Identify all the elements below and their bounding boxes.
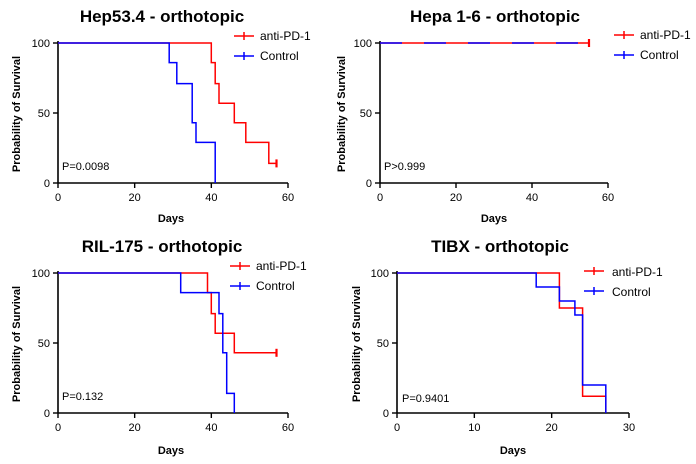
y-tick-label: 0 <box>44 408 50 420</box>
x-tick-label: 20 <box>129 192 141 204</box>
y-tick-label: 50 <box>377 338 389 350</box>
chart-title: Hepa 1-6 - orthotopic <box>410 7 580 26</box>
series-anti-pd-1-line <box>58 272 277 354</box>
y-axis-label: Probability of Survival <box>336 56 348 172</box>
x-tick-label: 40 <box>205 192 217 204</box>
legend: anti-PD-1 Control <box>584 265 663 299</box>
legend-control-label: Control <box>256 279 295 293</box>
y-tick-label: 0 <box>44 178 50 190</box>
y-tick-label: 0 <box>366 178 372 190</box>
x-tick-label: 0 <box>55 192 61 204</box>
p-value-label: P>0.999 <box>384 161 425 173</box>
legend: anti-PD-1 Control <box>234 29 311 63</box>
x-tick-label: 60 <box>282 192 294 204</box>
p-value-label: P=0.0098 <box>62 161 109 173</box>
x-tick-label: 10 <box>468 422 480 434</box>
x-tick-label: 30 <box>623 422 635 434</box>
legend-anti-pd1-label: anti-PD-1 <box>256 259 307 273</box>
x-tick-label: 0 <box>55 422 61 434</box>
x-axis-label: Days <box>158 213 184 225</box>
x-tick-label: 60 <box>602 192 614 204</box>
axes: 0 50 100 0 20 40 60 <box>32 268 294 434</box>
y-tick-label: 100 <box>32 268 50 280</box>
p-value-label: P=0.9401 <box>402 393 449 405</box>
legend-control-label: Control <box>612 285 651 299</box>
chart-title: RIL-175 - orthotopic <box>82 237 243 256</box>
y-tick-label: 0 <box>383 408 389 420</box>
chart-title: TIBX - orthotopic <box>431 237 569 256</box>
survival-curves <box>58 42 278 183</box>
legend-anti-pd1-label: anti-PD-1 <box>612 265 663 279</box>
axes: 0 50 100 0 20 40 60 <box>32 38 294 204</box>
x-tick-label: 40 <box>205 422 217 434</box>
series-control-line <box>58 42 216 183</box>
y-tick-label: 100 <box>354 38 372 50</box>
series-control-line <box>397 272 607 413</box>
y-axis-label: Probability of Survival <box>11 286 23 402</box>
series-anti-pd-1-line <box>58 42 277 165</box>
survival-curves <box>397 272 607 413</box>
chart-panel-hep53: Hep53.4 - orthotopic Probability of Surv… <box>11 7 311 225</box>
x-tick-label: 20 <box>450 192 462 204</box>
chart-panel-ril175: RIL-175 - orthotopic Probability of Surv… <box>11 237 307 457</box>
axes: 0 50 100 0 10 20 30 <box>371 268 635 434</box>
survival-curves <box>380 39 591 47</box>
legend-control-label: Control <box>640 48 679 62</box>
chart-title: Hep53.4 - orthotopic <box>80 7 244 26</box>
y-tick-label: 50 <box>38 338 50 350</box>
x-tick-label: 0 <box>377 192 383 204</box>
y-tick-label: 50 <box>360 108 372 120</box>
legend: anti-PD-1 Control <box>230 259 307 293</box>
chart-panel-tibx: TIBX - orthotopic Probability of Surviva… <box>351 237 663 457</box>
y-tick-label: 100 <box>371 268 389 280</box>
legend-control-label: Control <box>260 49 299 63</box>
x-axis-label: Days <box>500 445 526 457</box>
x-tick-label: 0 <box>394 422 400 434</box>
x-tick-label: 20 <box>546 422 558 434</box>
legend-anti-pd1-label: anti-PD-1 <box>260 29 311 43</box>
p-value-label: P=0.132 <box>62 391 103 403</box>
legend-anti-pd1-label: anti-PD-1 <box>640 28 691 42</box>
x-axis-label: Days <box>481 213 507 225</box>
y-tick-label: 50 <box>38 108 50 120</box>
y-axis-label: Probability of Survival <box>351 286 363 402</box>
x-tick-label: 20 <box>129 422 141 434</box>
x-axis-label: Days <box>158 445 184 457</box>
legend: anti-PD-1 Control <box>614 28 691 62</box>
y-axis-label: Probability of Survival <box>11 56 23 172</box>
axes: 0 50 100 0 20 40 60 <box>354 38 614 204</box>
series-anti-pd-1-line <box>397 272 607 413</box>
chart-panel-hepa16: Hepa 1-6 - orthotopic Probability of Sur… <box>336 7 691 225</box>
x-tick-label: 60 <box>282 422 294 434</box>
y-tick-label: 100 <box>32 38 50 50</box>
survival-curves <box>58 272 278 413</box>
series-control-line <box>58 272 236 413</box>
x-tick-label: 40 <box>526 192 538 204</box>
